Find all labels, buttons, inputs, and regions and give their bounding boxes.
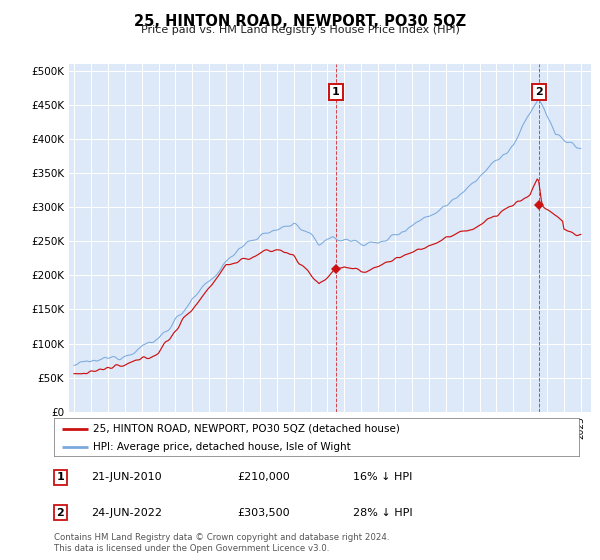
Text: 21-JUN-2010: 21-JUN-2010 [91,472,161,482]
Text: 1: 1 [56,472,64,482]
Text: 1: 1 [332,87,340,97]
Text: HPI: Average price, detached house, Isle of Wight: HPI: Average price, detached house, Isle… [94,442,351,452]
Text: Price paid vs. HM Land Registry's House Price Index (HPI): Price paid vs. HM Land Registry's House … [140,25,460,35]
Text: 2: 2 [56,508,64,518]
Text: 25, HINTON ROAD, NEWPORT, PO30 5QZ: 25, HINTON ROAD, NEWPORT, PO30 5QZ [134,14,466,29]
Text: 2: 2 [535,87,542,97]
Text: 28% ↓ HPI: 28% ↓ HPI [353,508,413,518]
Text: 16% ↓ HPI: 16% ↓ HPI [353,472,413,482]
Text: £303,500: £303,500 [238,508,290,518]
Text: £210,000: £210,000 [238,472,290,482]
Text: 24-JUN-2022: 24-JUN-2022 [91,508,162,518]
Text: Contains HM Land Registry data © Crown copyright and database right 2024.
This d: Contains HM Land Registry data © Crown c… [54,533,389,553]
Text: 25, HINTON ROAD, NEWPORT, PO30 5QZ (detached house): 25, HINTON ROAD, NEWPORT, PO30 5QZ (deta… [94,423,400,433]
